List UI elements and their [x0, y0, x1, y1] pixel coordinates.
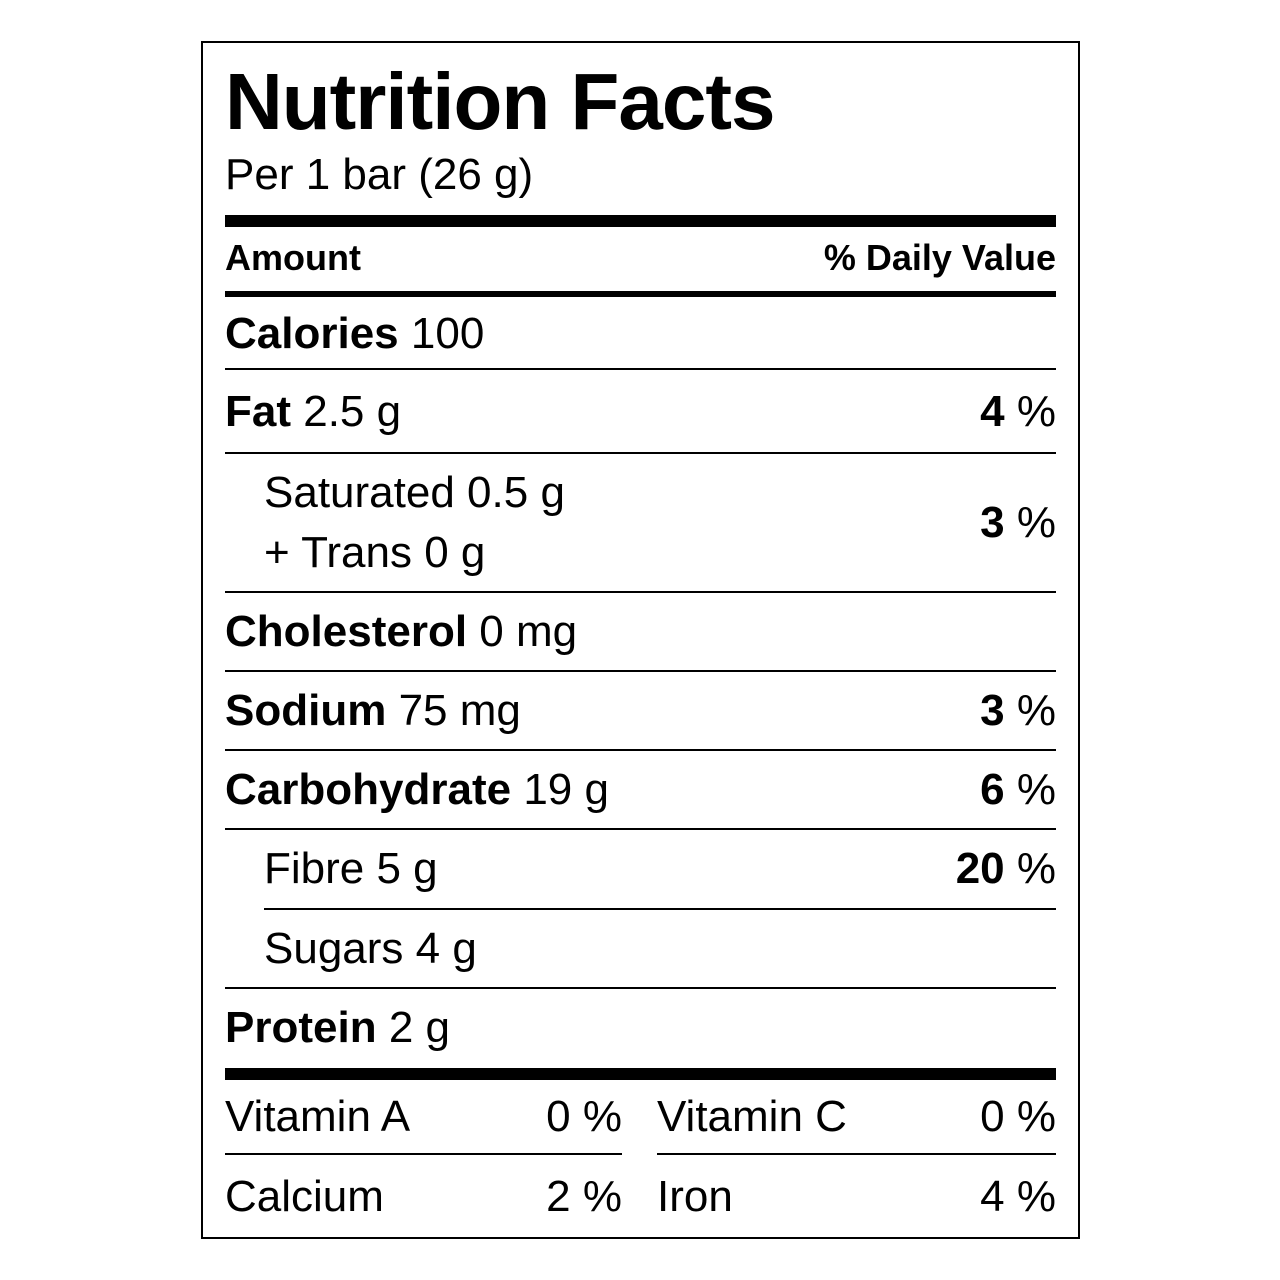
percent-sign: % — [1016, 497, 1056, 547]
nutrient-name: Sodium — [225, 685, 387, 735]
carbohydrate-row: Carbohydrate 19 g 6 % — [225, 751, 1056, 828]
thick-divider — [225, 1068, 1056, 1080]
vitamin-value: 0 % — [980, 1092, 1056, 1141]
medium-divider — [225, 291, 1056, 297]
nutrient-name: Fibre — [264, 844, 365, 893]
nutrient-amount: 19 g — [523, 764, 609, 814]
vitamin-c-row: Vitamin C 0 % — [657, 1080, 1056, 1154]
divider — [264, 908, 1056, 910]
calcium-row: Calcium 2 % — [225, 1157, 622, 1237]
divider — [225, 670, 1056, 672]
nutrient-name: Calories — [225, 309, 399, 358]
daily-value-header: % Daily Value — [823, 237, 1056, 278]
divider — [225, 591, 1056, 593]
nutrient-name: Cholesterol — [225, 606, 468, 656]
sodium-row: Sodium 75 mg 3 % — [225, 672, 1056, 749]
nutrient-amount: 0.5 g — [467, 467, 565, 517]
serving-size: Per 1 bar (26 g) — [225, 150, 534, 199]
amount-header: Amount — [225, 237, 361, 278]
cholesterol-row: Cholesterol 0 mg — [225, 593, 1056, 670]
protein-row: Protein 2 g — [225, 989, 1056, 1066]
sugars-row: Sugars 4 g — [264, 910, 1056, 987]
percent-sign: % — [1016, 844, 1056, 893]
nutrient-amount: 4 g — [415, 923, 477, 973]
calories-row: Calories 100 — [225, 300, 1056, 368]
vitamin-value: 2 % — [546, 1172, 622, 1221]
vitamin-name: Vitamin A — [225, 1092, 411, 1141]
fibre-row: Fibre 5 g 20 % — [264, 830, 1056, 908]
nutrient-name: Protein — [225, 1002, 377, 1052]
daily-value: 3 — [980, 497, 1005, 547]
nutrient-amount: 2 g — [388, 1002, 450, 1052]
nutrient-amount: 2.5 g — [303, 386, 402, 436]
fat-row: Fat 2.5 g 4 % — [225, 370, 1056, 453]
nutrient-amount: 5 g — [376, 844, 438, 893]
vitamin-a-row: Vitamin A 0 % — [225, 1080, 622, 1154]
nutrient-name: Carbohydrate — [225, 764, 512, 814]
percent-sign: % — [1016, 685, 1056, 735]
nutrient-name: Saturated — [264, 467, 455, 517]
daily-value: 3 — [980, 685, 1005, 735]
thick-divider — [225, 215, 1056, 227]
nutrient-name: Fat — [225, 386, 291, 436]
divider — [225, 1153, 622, 1155]
percent-sign: % — [1016, 386, 1056, 436]
trans-fat: + Trans 0 g — [264, 527, 486, 577]
title: Nutrition Facts — [225, 57, 775, 146]
nutrient-amount: 75 mg — [398, 685, 521, 735]
divider — [225, 987, 1056, 989]
vitamin-value: 4 % — [980, 1172, 1056, 1221]
vitamin-value: 0 % — [546, 1092, 622, 1141]
divider — [657, 1153, 1056, 1155]
vitamin-name: Iron — [657, 1172, 733, 1221]
daily-value: 20 — [955, 844, 1005, 893]
vitamin-name: Vitamin C — [657, 1092, 847, 1141]
nutrient-amount: 0 mg — [479, 606, 578, 656]
divider — [225, 368, 1056, 370]
daily-value: 6 — [980, 764, 1005, 814]
nutrient-amount: 100 — [410, 309, 485, 358]
divider — [225, 452, 1056, 454]
divider — [225, 828, 1056, 830]
iron-row: Iron 4 % — [657, 1157, 1056, 1237]
daily-value: 4 — [980, 386, 1005, 436]
saturated-trans-row: Saturated 0.5 g + Trans 0 g 3 % — [264, 454, 1056, 591]
nutrient-name: Sugars — [264, 923, 404, 973]
vitamin-name: Calcium — [225, 1172, 384, 1221]
percent-sign: % — [1016, 764, 1056, 814]
divider — [225, 749, 1056, 751]
nutrition-facts-panel — [201, 41, 1080, 1239]
